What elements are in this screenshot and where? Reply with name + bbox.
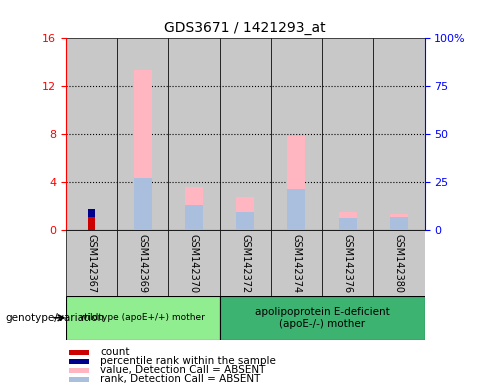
Bar — [287, 136, 305, 230]
Bar — [271, 38, 322, 230]
Bar — [322, 38, 373, 230]
Text: rank, Detection Call = ABSENT: rank, Detection Call = ABSENT — [100, 374, 260, 384]
Text: count: count — [100, 347, 129, 357]
Bar — [373, 38, 425, 230]
Title: GDS3671 / 1421293_at: GDS3671 / 1421293_at — [164, 21, 326, 35]
Text: GSM142380: GSM142380 — [394, 233, 404, 293]
Text: GSM142376: GSM142376 — [343, 233, 353, 293]
Bar — [373, 230, 425, 296]
Bar — [220, 296, 425, 340]
Bar — [339, 212, 357, 230]
Bar — [69, 359, 89, 364]
Bar — [69, 349, 89, 355]
Bar — [236, 197, 254, 230]
Bar — [88, 217, 95, 230]
Bar — [287, 189, 305, 230]
Bar — [168, 38, 220, 230]
Text: GSM142374: GSM142374 — [291, 233, 302, 293]
Bar — [271, 230, 322, 296]
Bar — [185, 187, 203, 230]
Text: GSM142372: GSM142372 — [240, 233, 250, 293]
Bar — [69, 377, 89, 382]
Text: GSM142369: GSM142369 — [138, 233, 148, 293]
Bar — [66, 296, 220, 340]
Bar — [69, 368, 89, 373]
Text: percentile rank within the sample: percentile rank within the sample — [100, 356, 276, 366]
Bar — [66, 230, 117, 296]
Bar — [390, 217, 408, 230]
Bar — [66, 38, 117, 230]
Text: apolipoprotein E-deficient
(apoE-/-) mother: apolipoprotein E-deficient (apoE-/-) mot… — [255, 307, 389, 329]
Bar — [185, 205, 203, 230]
Bar — [390, 214, 408, 230]
Bar — [236, 212, 254, 230]
Bar — [117, 38, 168, 230]
Bar — [322, 230, 373, 296]
Bar — [220, 38, 271, 230]
Bar — [168, 230, 220, 296]
Bar — [339, 218, 357, 230]
Bar — [88, 209, 95, 217]
Text: genotype/variation: genotype/variation — [5, 313, 104, 323]
Text: value, Detection Call = ABSENT: value, Detection Call = ABSENT — [100, 365, 265, 375]
Bar — [220, 230, 271, 296]
Bar — [134, 178, 152, 230]
Bar — [117, 230, 168, 296]
Text: GSM142370: GSM142370 — [189, 233, 199, 293]
Text: wildtype (apoE+/+) mother: wildtype (apoE+/+) mother — [81, 313, 205, 322]
Text: GSM142367: GSM142367 — [86, 233, 97, 293]
Bar — [134, 70, 152, 230]
